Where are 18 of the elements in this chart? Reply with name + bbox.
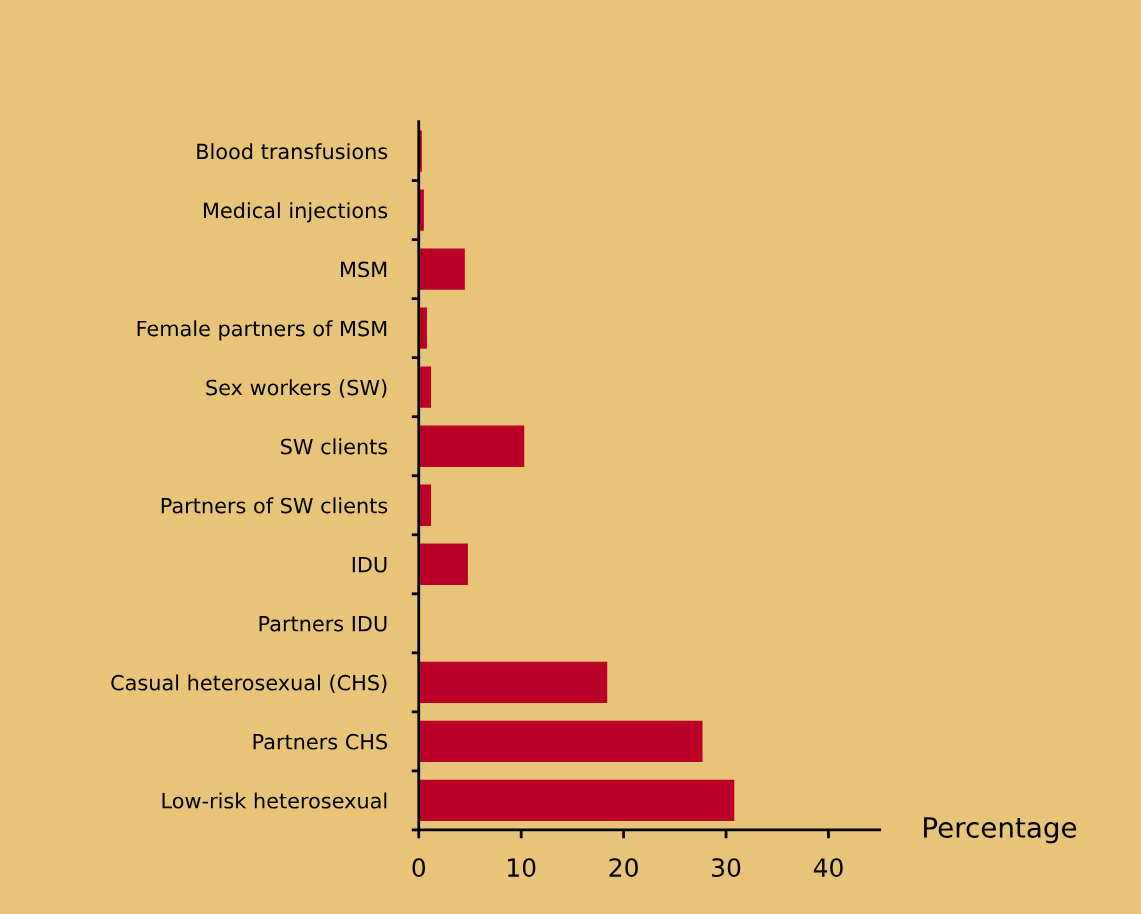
y-tick-label: Blood transfusions <box>197 143 388 160</box>
y-tick-label: Partners IDU <box>259 616 387 632</box>
x-tick-label: 30 <box>712 858 741 878</box>
y-tick-label: Female partners of MSM <box>137 320 387 341</box>
x-tick-label: 0 <box>412 858 426 878</box>
y-tick-label: Low-risk heterosexual <box>162 792 387 809</box>
y-tick-label: MSM <box>341 261 387 278</box>
y-tick-label: Casual heterosexual (CHS) <box>111 674 387 693</box>
y-tick-label: IDU <box>352 557 387 573</box>
y-tick-label: Partners CHS <box>253 733 388 750</box>
y-tick-label: SW clients <box>281 438 388 455</box>
x-tick-label: 10 <box>508 858 536 878</box>
x-tick-label: 40 <box>813 858 843 878</box>
y-tick-label: Partners of SW clients <box>161 497 388 514</box>
y-tick-label: Medical injections <box>203 202 388 223</box>
x-tick-label: 20 <box>609 858 638 878</box>
x-axis-title: Percentage <box>924 817 1077 844</box>
y-tick-label: Sex workers (SW) <box>206 379 387 398</box>
